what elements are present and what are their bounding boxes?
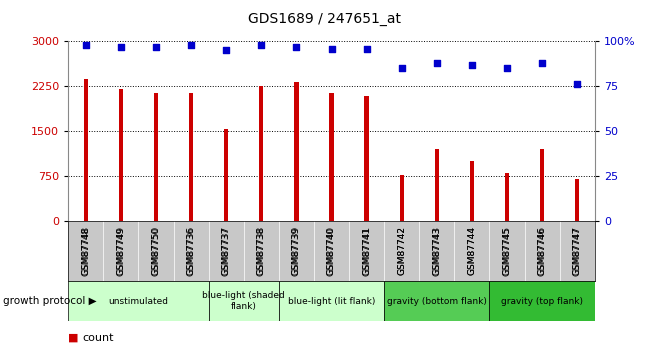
Bar	[189, 93, 193, 221]
Bar	[209, 281, 279, 321]
Text: GSM87740: GSM87740	[327, 226, 336, 275]
Text: GSM87744: GSM87744	[467, 226, 476, 276]
Bar	[384, 281, 489, 321]
Text: GSM87737: GSM87737	[222, 226, 231, 276]
Text: GSM87738: GSM87738	[257, 226, 266, 275]
Point	[572, 82, 582, 87]
Bar	[400, 175, 404, 221]
Bar	[505, 173, 509, 221]
Text: GSM87738: GSM87738	[257, 226, 266, 276]
Text: GSM87736: GSM87736	[187, 226, 196, 276]
Text: GSM87747: GSM87747	[573, 226, 582, 276]
Text: GSM87750: GSM87750	[151, 226, 161, 275]
Point	[326, 46, 337, 51]
Text: GSM87747: GSM87747	[573, 226, 582, 275]
Point	[291, 44, 302, 50]
Point	[151, 44, 161, 50]
Text: GSM87739: GSM87739	[292, 226, 301, 275]
Text: GSM87742: GSM87742	[397, 226, 406, 276]
Point	[81, 42, 91, 48]
Bar	[435, 149, 439, 221]
Text: GSM87744: GSM87744	[467, 226, 476, 275]
Text: GSM87736: GSM87736	[187, 226, 196, 275]
Bar	[294, 82, 298, 221]
Text: GDS1689 / 247651_at: GDS1689 / 247651_at	[248, 12, 402, 26]
Text: GSM87746: GSM87746	[538, 226, 547, 276]
Point	[221, 48, 231, 53]
Bar	[259, 86, 263, 221]
Text: GSM87746: GSM87746	[538, 226, 547, 275]
Point	[186, 42, 196, 48]
Text: GSM87741: GSM87741	[362, 226, 371, 276]
Point	[467, 62, 477, 68]
Text: growth protocol ▶: growth protocol ▶	[3, 296, 97, 306]
Text: blue-light (shaded
flank): blue-light (shaded flank)	[202, 291, 285, 311]
Bar	[330, 93, 333, 221]
Bar	[489, 281, 595, 321]
Text: GSM87742: GSM87742	[397, 226, 406, 275]
Bar	[84, 79, 88, 221]
Text: count: count	[83, 333, 114, 343]
Point	[116, 44, 126, 50]
Point	[537, 60, 547, 66]
Bar	[224, 129, 228, 221]
Point	[502, 66, 512, 71]
Bar	[575, 179, 579, 221]
Text: gravity (bottom flank): gravity (bottom flank)	[387, 296, 487, 306]
Text: GSM87743: GSM87743	[432, 226, 441, 275]
Bar	[540, 149, 544, 221]
Point	[432, 60, 442, 66]
Text: GSM87750: GSM87750	[151, 226, 161, 276]
Point	[256, 42, 266, 48]
Text: GSM87748: GSM87748	[81, 226, 90, 275]
Text: gravity (top flank): gravity (top flank)	[501, 296, 583, 306]
Bar	[279, 281, 384, 321]
Point	[396, 66, 407, 71]
Point	[361, 46, 372, 51]
Text: GSM87741: GSM87741	[362, 226, 371, 275]
Text: GSM87745: GSM87745	[502, 226, 512, 276]
Text: GSM87737: GSM87737	[222, 226, 231, 275]
Bar	[154, 93, 158, 221]
Bar	[470, 161, 474, 221]
Text: GSM87740: GSM87740	[327, 226, 336, 276]
Text: unstimulated: unstimulated	[109, 296, 168, 306]
Text: GSM87739: GSM87739	[292, 226, 301, 276]
Text: GSM87749: GSM87749	[116, 226, 125, 276]
Bar	[365, 96, 369, 221]
Text: GSM87743: GSM87743	[432, 226, 441, 276]
Text: GSM87745: GSM87745	[502, 226, 512, 275]
Text: blue-light (lit flank): blue-light (lit flank)	[288, 296, 375, 306]
Text: GSM87748: GSM87748	[81, 226, 90, 276]
Text: ■: ■	[68, 333, 79, 343]
Bar	[68, 281, 209, 321]
Bar	[119, 89, 123, 221]
Text: GSM87749: GSM87749	[116, 226, 125, 275]
